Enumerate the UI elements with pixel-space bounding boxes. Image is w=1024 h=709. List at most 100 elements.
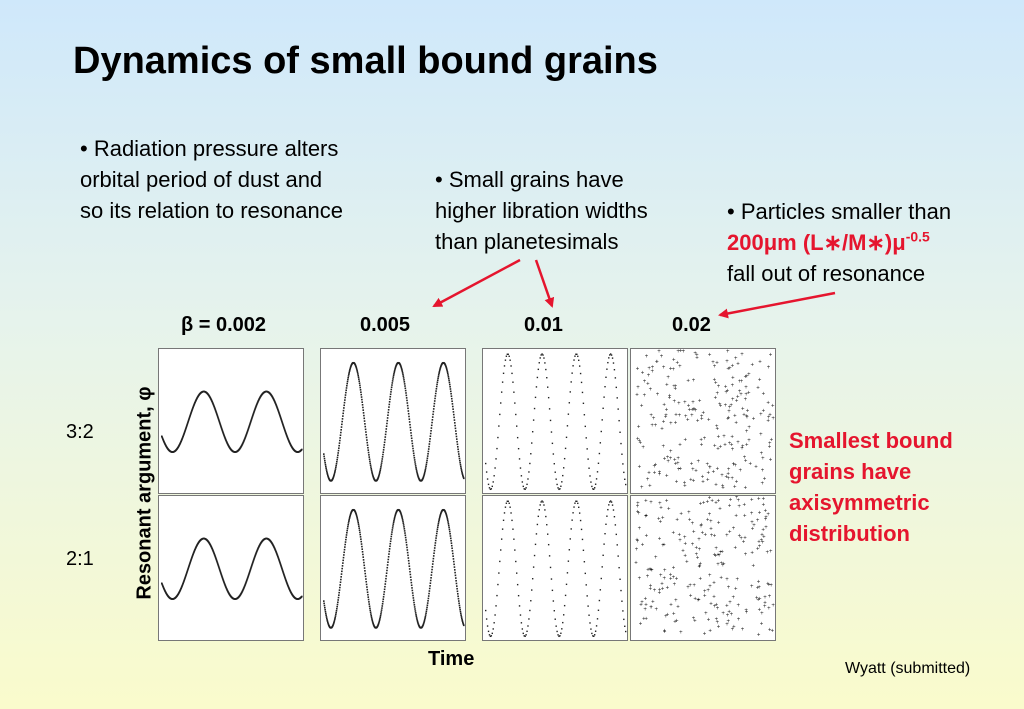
scattered-phase-point: + xyxy=(714,396,718,402)
phase-point xyxy=(486,478,489,480)
phase-point xyxy=(438,369,441,372)
phase-point xyxy=(326,470,328,473)
phase-point xyxy=(602,407,604,410)
phase-point xyxy=(161,584,164,586)
phase-point xyxy=(367,446,369,449)
phase-point xyxy=(377,623,380,626)
phase-point xyxy=(379,469,382,471)
phase-point xyxy=(250,418,253,420)
phase-point xyxy=(413,604,416,606)
phase-point xyxy=(571,372,573,374)
scattered-phase-point: + xyxy=(735,496,739,501)
scattered-phase-point: + xyxy=(716,562,720,568)
phase-point xyxy=(403,530,406,532)
phase-point xyxy=(497,436,499,439)
phase-point xyxy=(249,568,252,570)
scattered-phase-point: + xyxy=(658,590,662,596)
scattered-phase-point: + xyxy=(724,390,728,396)
phase-point xyxy=(434,544,436,547)
scattered-phase-point: + xyxy=(717,499,721,505)
phase-point xyxy=(461,620,464,622)
phase-point xyxy=(361,404,364,406)
phase-point xyxy=(428,443,431,445)
scattered-phase-point: + xyxy=(727,476,731,482)
phase-point xyxy=(401,369,403,371)
phase-point xyxy=(367,593,369,596)
phase-point xyxy=(364,428,367,431)
phase-point xyxy=(333,619,336,622)
phase-point xyxy=(220,574,223,577)
phase-point xyxy=(387,555,390,558)
phase-point xyxy=(339,584,341,586)
phase-point xyxy=(282,573,285,575)
phase-point xyxy=(280,566,283,568)
scattered-phase-point: + xyxy=(734,421,738,427)
scattered-phase-point: + xyxy=(737,504,741,510)
phase-point xyxy=(355,366,358,369)
phase-point xyxy=(256,403,258,405)
phase-point xyxy=(360,391,362,393)
phase-point xyxy=(213,553,216,555)
phase-point xyxy=(383,444,386,446)
scattered-phase-point: + xyxy=(659,573,663,579)
phase-point xyxy=(325,469,328,471)
phase-point xyxy=(625,483,627,486)
scattered-phase-point: + xyxy=(768,441,772,447)
phase-point xyxy=(390,388,393,391)
phase-point xyxy=(488,487,491,489)
phase-point xyxy=(403,528,406,530)
phase-point xyxy=(342,562,344,564)
phase-point xyxy=(253,557,256,559)
phase-point xyxy=(338,442,341,444)
scattered-phase-point: + xyxy=(668,396,672,402)
phase-point xyxy=(277,410,280,412)
phase-point xyxy=(357,376,360,379)
phase-point xyxy=(431,563,434,565)
phase-point xyxy=(522,632,524,635)
phase-point xyxy=(183,579,185,582)
phase-point xyxy=(379,616,382,618)
phase-point xyxy=(434,542,437,544)
phase-point xyxy=(278,413,281,415)
scattered-phase-point: + xyxy=(644,603,648,609)
scattered-phase-point: + xyxy=(646,574,650,580)
scattered-phase-point: + xyxy=(752,564,756,570)
phase-point xyxy=(573,506,575,508)
scattered-phase-point: + xyxy=(762,497,766,503)
phase-point xyxy=(430,427,433,429)
scattered-phase-point: + xyxy=(736,395,740,401)
phase-point xyxy=(301,595,303,598)
phase-point xyxy=(543,357,545,359)
phase-point xyxy=(336,607,338,610)
scattered-phase-point: + xyxy=(716,446,720,452)
phase-point xyxy=(414,463,417,465)
phase-point xyxy=(424,468,427,471)
phase-point xyxy=(343,548,346,551)
phase-point xyxy=(392,374,395,377)
phase-point xyxy=(414,465,417,467)
phase-point xyxy=(386,417,389,419)
phase-point xyxy=(214,408,217,411)
phase-point xyxy=(385,428,388,430)
phase-point xyxy=(251,562,254,564)
scattered-phase-point: + xyxy=(752,416,756,422)
phase-point xyxy=(436,381,439,384)
scattered-phase-point: + xyxy=(699,524,703,530)
scattered-phase-point: + xyxy=(649,583,653,589)
phase-point xyxy=(285,580,287,582)
phase-point xyxy=(621,600,623,602)
scattered-phase-point: + xyxy=(669,572,673,578)
scattered-phase-point: + xyxy=(750,511,754,517)
phase-point xyxy=(446,516,448,519)
scattered-phase-point: + xyxy=(672,575,676,581)
phase-point xyxy=(436,528,439,531)
scattered-phase-point: + xyxy=(658,501,662,507)
size-formula: 200μm (L∗/M∗)μ-0.5 xyxy=(727,227,951,258)
phase-point xyxy=(381,607,383,609)
phase-point xyxy=(556,630,558,633)
resonance-plot: ++++++++++++++++++++++++++++++++++++++++… xyxy=(635,349,775,492)
scattered-phase-point: + xyxy=(709,519,713,525)
scattered-phase-point: + xyxy=(757,633,761,639)
scattered-phase-point: + xyxy=(692,378,696,384)
phase-point xyxy=(457,600,460,602)
